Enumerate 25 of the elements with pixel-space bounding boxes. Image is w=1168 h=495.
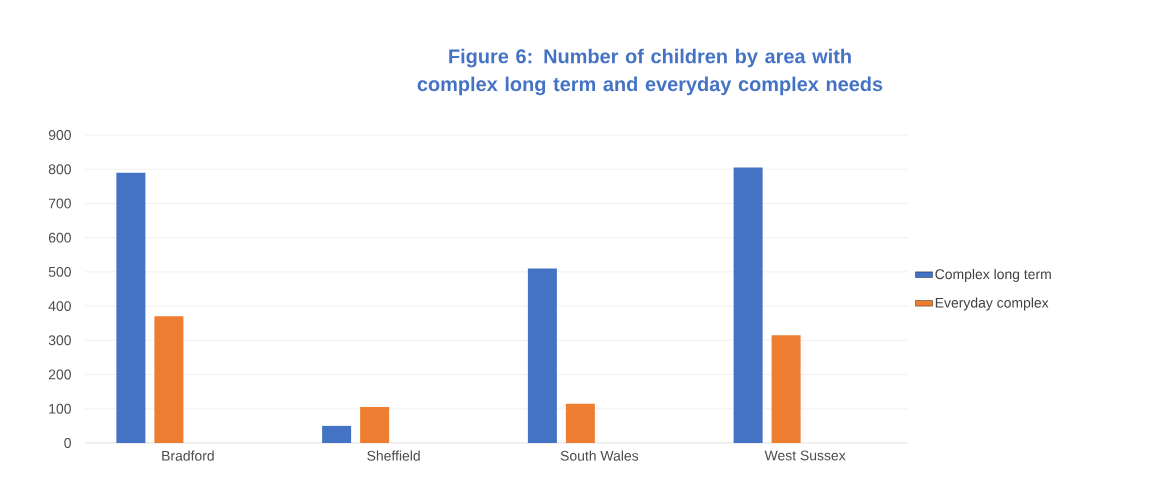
x-tick-label: South Wales <box>560 450 639 461</box>
y-tick-label: 900 <box>48 130 71 140</box>
y-tick-label: 500 <box>48 266 71 277</box>
y-tick-label: 400 <box>48 301 71 312</box>
x-tick-label: West Sussex <box>764 450 846 461</box>
y-tick-label: 700 <box>48 198 71 209</box>
y-tick-label: 300 <box>48 335 71 346</box>
x-tick-label: Bradford <box>162 450 214 461</box>
y-tick-label: 800 <box>48 164 71 175</box>
bar <box>733 167 763 443</box>
y-tick-label: 100 <box>49 403 71 414</box>
chart-title: Figure 6: Number of children by area with complex long term and everyday complex needs <box>417 48 883 96</box>
bar <box>527 268 557 443</box>
y-tick-label: 600 <box>48 232 71 243</box>
x-tick-label: Sheffield <box>367 450 420 461</box>
y-tick-label: 200 <box>48 369 71 380</box>
bar <box>565 403 595 443</box>
bar <box>116 172 146 443</box>
bar <box>771 335 801 443</box>
bar <box>360 407 390 443</box>
legend-label: Complex long term <box>935 268 1051 282</box>
y-tick-label: 0 <box>64 438 71 448</box>
bar <box>154 316 184 443</box>
legend-label: Everyday complex <box>935 297 1049 311</box>
bar <box>322 425 352 443</box>
